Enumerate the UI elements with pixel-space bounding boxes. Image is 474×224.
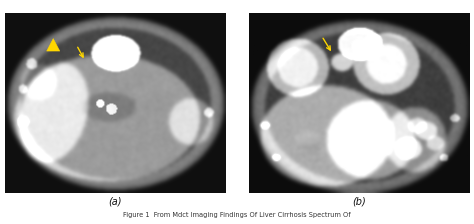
Polygon shape — [46, 39, 60, 51]
Text: Figure 1  From Mdct Imaging Findings Of Liver Cirrhosis Spectrum Of: Figure 1 From Mdct Imaging Findings Of L… — [123, 212, 351, 218]
Text: (a): (a) — [108, 197, 122, 207]
Text: (b): (b) — [352, 197, 366, 207]
